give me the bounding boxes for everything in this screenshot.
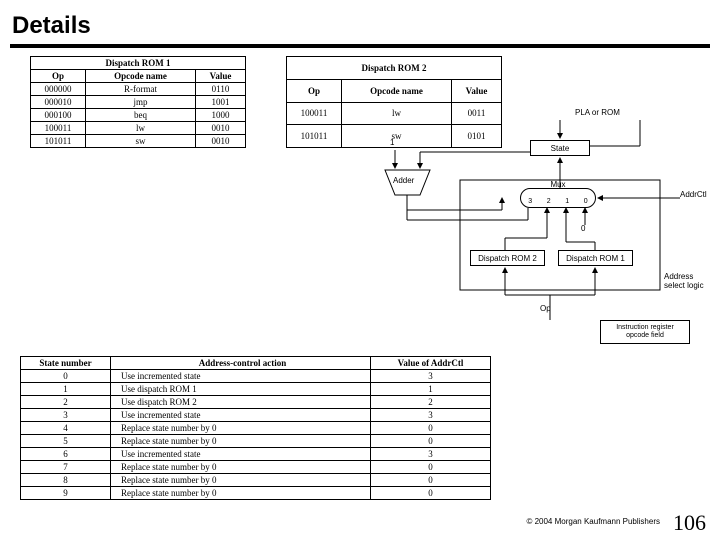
table-cell: 3: [21, 409, 111, 422]
mux-in-2: 2: [547, 198, 551, 205]
table-row: 5Replace state number by 00: [21, 435, 491, 448]
address-select-logic-label: Address select logic: [664, 272, 710, 290]
page-number: 106: [673, 510, 706, 536]
dispatch-rom-1-box: Dispatch ROM 1: [558, 250, 633, 266]
op-label: Op: [540, 304, 551, 313]
mux-in-3: 3: [528, 198, 532, 205]
table-cell: Replace state number by 0: [111, 435, 371, 448]
mux-box: Mux 3 2 1 0: [520, 188, 596, 208]
table-cell: 3: [371, 448, 491, 461]
table-row: 1Use dispatch ROM 11: [21, 383, 491, 396]
table-row: 9Replace state number by 00: [21, 487, 491, 500]
zero-label: 0: [581, 224, 585, 233]
table-cell: 2: [371, 396, 491, 409]
table-cell: 3: [371, 370, 491, 383]
table-cell: 0: [371, 487, 491, 500]
table-row: 2Use dispatch ROM 22: [21, 396, 491, 409]
table-cell: lw: [86, 122, 196, 135]
table-cell: 101011: [287, 125, 342, 148]
t3-h2: Value of AddrCtl: [371, 357, 491, 370]
one-label: 1: [390, 138, 394, 147]
dispatch-rom-2-box: Dispatch ROM 2: [470, 250, 545, 266]
table2-caption: Dispatch ROM 2: [287, 57, 502, 80]
adder-label: Adder: [393, 176, 414, 185]
table-cell: Use dispatch ROM 1: [111, 383, 371, 396]
table-cell: 000010: [31, 96, 86, 109]
table-cell: 6: [21, 448, 111, 461]
table-row: 7Replace state number by 00: [21, 461, 491, 474]
table-row: 100011lw0010: [31, 122, 246, 135]
addrctl-label: AddrCtl: [680, 190, 707, 199]
table-cell: Replace state number by 0: [111, 487, 371, 500]
mux-label: Mux: [521, 180, 595, 189]
table-cell: 0: [371, 435, 491, 448]
copyright-footer: © 2004 Morgan Kaufmann Publishers: [526, 517, 660, 526]
table1-caption: Dispatch ROM 1: [31, 57, 246, 70]
state-action-table: State number Address-control action Valu…: [20, 356, 491, 500]
table-cell: 8: [21, 474, 111, 487]
table-cell: Replace state number by 0: [111, 461, 371, 474]
mux-in-0: 0: [584, 198, 588, 205]
table-cell: 5: [21, 435, 111, 448]
table-cell: 1001: [196, 96, 246, 109]
pla-rom-label: PLA or ROM: [575, 108, 620, 117]
table-cell: 7: [21, 461, 111, 474]
table-row: 000000R-format0110: [31, 83, 246, 96]
t2-h0: Op: [287, 79, 342, 102]
mux-in-1: 1: [565, 198, 569, 205]
block-diagram: PLA or ROM 1 Adder State Mux 3 2 1 0 0 A…: [380, 120, 710, 350]
table-cell: Use dispatch ROM 2: [111, 396, 371, 409]
t2-h2: Value: [452, 79, 502, 102]
table-cell: 0: [21, 370, 111, 383]
table-cell: Use incremented state: [111, 370, 371, 383]
table-row: 101011sw0010: [31, 135, 246, 148]
table-cell: 101011: [31, 135, 86, 148]
table-row: 4Replace state number by 00: [21, 422, 491, 435]
table-cell: Use incremented state: [111, 409, 371, 422]
table-cell: 100011: [287, 102, 342, 125]
table-cell: 100011: [31, 122, 86, 135]
table-cell: 1000: [196, 109, 246, 122]
table-cell: 1: [21, 383, 111, 396]
dispatch-rom-1-table: Dispatch ROM 1 Op Opcode name Value 0000…: [30, 56, 246, 148]
table-cell: 4: [21, 422, 111, 435]
table-cell: R-format: [86, 83, 196, 96]
table-cell: Replace state number by 0: [111, 474, 371, 487]
t1-h2: Value: [196, 70, 246, 83]
table-cell: 3: [371, 409, 491, 422]
table-cell: 9: [21, 487, 111, 500]
table-row: 000100beq1000: [31, 109, 246, 122]
table-cell: 000000: [31, 83, 86, 96]
table-row: 8Replace state number by 00: [21, 474, 491, 487]
table-cell: 0: [371, 422, 491, 435]
table-row: 0Use incremented state3: [21, 370, 491, 383]
table-cell: Replace state number by 0: [111, 422, 371, 435]
title-divider: [10, 44, 710, 48]
t1-h0: Op: [31, 70, 86, 83]
table-cell: 1: [371, 383, 491, 396]
table-cell: beq: [86, 109, 196, 122]
page-title: Details: [0, 0, 720, 44]
table-cell: 0: [371, 474, 491, 487]
t3-h1: Address-control action: [111, 357, 371, 370]
table-row: 6Use incremented state3: [21, 448, 491, 461]
t3-h0: State number: [21, 357, 111, 370]
table-cell: 0010: [196, 122, 246, 135]
t1-h1: Opcode name: [86, 70, 196, 83]
state-box: State: [530, 140, 590, 156]
table-row: 000010jmp1001: [31, 96, 246, 109]
table-cell: sw: [86, 135, 196, 148]
table-cell: 0: [371, 461, 491, 474]
table-cell: 0110: [196, 83, 246, 96]
table-row: 3Use incremented state3: [21, 409, 491, 422]
table-cell: jmp: [86, 96, 196, 109]
table-cell: 0010: [196, 135, 246, 148]
table-cell: 2: [21, 396, 111, 409]
table-cell: 000100: [31, 109, 86, 122]
table-cell: Use incremented state: [111, 448, 371, 461]
t2-h1: Opcode name: [342, 79, 452, 102]
instruction-register-box: Instruction register opcode field: [600, 320, 690, 344]
